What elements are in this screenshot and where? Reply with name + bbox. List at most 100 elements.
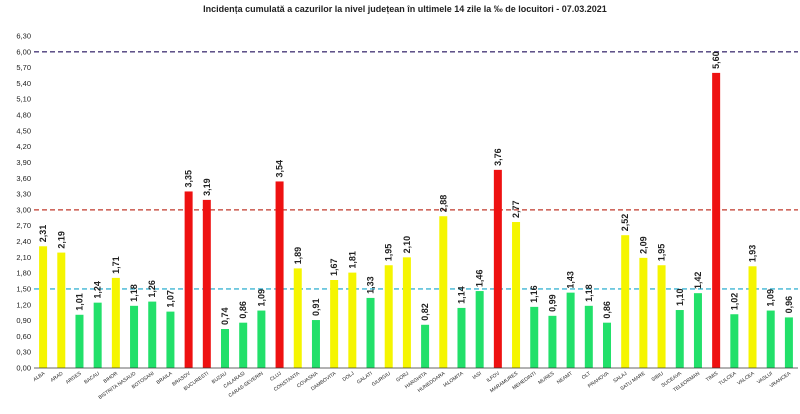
y-tick-label: 1,20 (16, 300, 31, 309)
y-tick-label: 0,00 (16, 364, 31, 373)
bar (639, 257, 648, 368)
bar (421, 324, 430, 368)
bar (166, 311, 175, 368)
chart-title: Incidența cumulată a cazurilor la nivel … (203, 4, 607, 14)
y-tick-label: 3,00 (16, 205, 31, 214)
data-label: 3,19 (202, 178, 212, 196)
y-tick-label: 4,50 (16, 126, 31, 135)
bar (784, 317, 793, 368)
data-label: 1,95 (384, 244, 394, 262)
bar (111, 277, 120, 368)
data-label: 1,07 (165, 290, 175, 308)
data-label: 0,99 (547, 294, 557, 312)
data-label: 1,95 (657, 244, 667, 262)
bar (39, 246, 48, 368)
y-tick-label: 6,00 (16, 47, 31, 56)
bar (148, 301, 157, 368)
data-label: 2,09 (638, 236, 648, 254)
bar (130, 305, 139, 368)
data-label: 1,18 (129, 284, 139, 302)
x-tick-label: PRAHOVA (587, 370, 611, 389)
y-tick-label: 4,80 (16, 111, 31, 120)
x-tick-label: DOLJ (342, 370, 356, 383)
bar (202, 199, 211, 368)
y-tick-label: 3,60 (16, 174, 31, 183)
bar (712, 72, 721, 368)
data-label: 3,54 (275, 160, 285, 178)
x-tick-label: TULCEA (718, 370, 738, 387)
y-tick-label: 0,30 (16, 348, 31, 357)
x-tick-label: ARAD (50, 371, 65, 384)
data-label: 0,74 (220, 307, 230, 325)
bar (657, 265, 666, 368)
y-tick-label: 6,30 (16, 32, 31, 41)
data-label: 0,86 (602, 301, 612, 319)
x-tick-label: OLT (581, 371, 592, 381)
bar (402, 257, 411, 368)
bar (384, 265, 393, 368)
data-label: 2,52 (620, 214, 630, 232)
data-label: 1,33 (366, 276, 376, 294)
data-label: 1,24 (93, 281, 103, 299)
y-tick-label: 2,40 (16, 237, 31, 246)
data-label: 1,09 (766, 289, 776, 307)
x-tick-label: VALCEA (736, 370, 756, 386)
y-tick-label: 4,20 (16, 142, 31, 151)
data-label: 0,96 (784, 296, 794, 314)
bar (566, 292, 575, 368)
data-label: 3,76 (493, 148, 503, 166)
bars (39, 72, 793, 368)
bar (275, 181, 284, 368)
bar (330, 279, 339, 368)
bar (348, 272, 357, 368)
bar (693, 293, 702, 368)
data-label: 1,10 (675, 289, 685, 307)
bar (602, 322, 612, 368)
y-tick-label: 2,70 (16, 221, 31, 230)
data-label: 0,91 (311, 299, 321, 317)
bar (439, 216, 448, 368)
data-label: 1,18 (584, 284, 594, 302)
bar (311, 320, 320, 368)
data-label: 1,02 (729, 293, 739, 311)
data-label: 1,89 (293, 247, 303, 265)
y-tick-label: 0,60 (16, 332, 31, 341)
x-tick-label: GIURGIU (371, 371, 392, 388)
data-label: 1,93 (748, 245, 758, 263)
data-label: 1,46 (475, 270, 485, 288)
y-tick-label: 2,10 (16, 253, 31, 262)
data-label: 1,09 (256, 289, 266, 307)
x-tick-label: CLUJ (269, 370, 283, 382)
bar (675, 310, 684, 368)
x-tick-label: ARGES (65, 370, 83, 385)
y-tick-label: 5,40 (16, 79, 31, 88)
bar (75, 314, 84, 368)
data-label: 2,10 (402, 236, 412, 254)
x-tick-label: VRANCEA (769, 370, 793, 389)
data-labels: 2,31 2,19 1,01 1,24 1,71 1,18 1,26 1,07 3,35 3,19… (38, 51, 794, 325)
data-label: 1,01 (74, 293, 84, 311)
y-tick-label: 3,90 (16, 158, 31, 167)
x-tick-label: NEAMT (556, 371, 574, 386)
data-label: 1,14 (456, 286, 466, 304)
x-tick-label: IALOMITA (442, 370, 465, 388)
y-tick-label: 0,90 (16, 316, 31, 325)
x-tick-label: BACAU (83, 371, 101, 386)
data-label: 0,86 (238, 301, 248, 319)
y-tick-label: 5,10 (16, 95, 31, 104)
x-tick-label: MURES (537, 370, 556, 386)
bar (184, 191, 193, 368)
bar (239, 322, 248, 368)
bar (584, 305, 593, 368)
data-label: 1,71 (111, 256, 121, 274)
data-label: 1,43 (566, 271, 576, 289)
y-axis-ticks: 0,00 0,30 0,60 0,90 1,20 1,50 1,80 2,10 2,40 2,70… (16, 32, 31, 373)
bar (220, 329, 230, 368)
data-label: 1,67 (329, 258, 339, 276)
data-label: 2,31 (38, 225, 48, 243)
bar (475, 291, 484, 368)
y-tick-label: 3,30 (16, 190, 31, 199)
bar (493, 169, 502, 368)
